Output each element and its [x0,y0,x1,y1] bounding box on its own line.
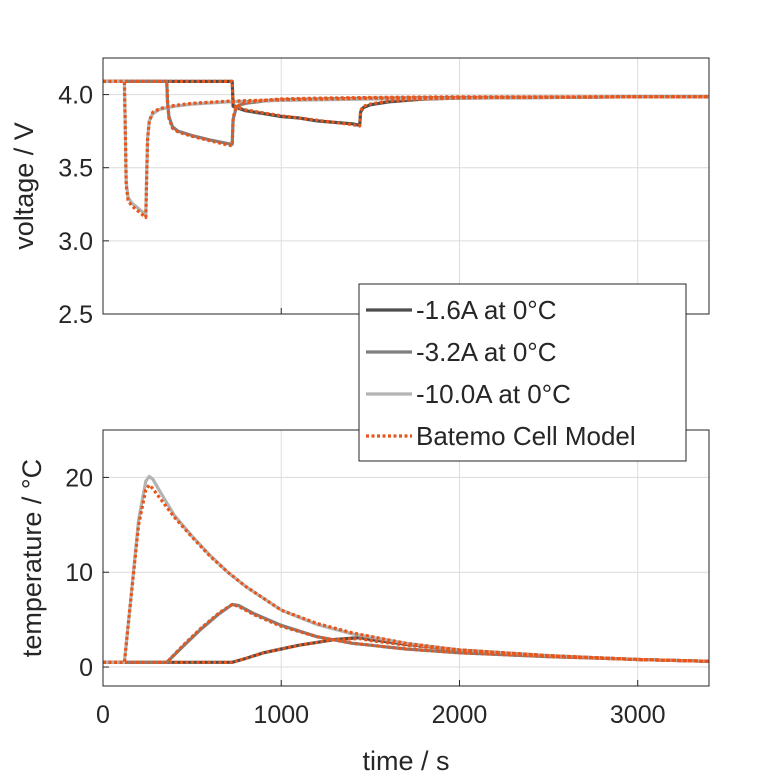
legend-label-2: -10.0A at 0°C [416,379,571,409]
temperature-xtick-label: 2000 [432,701,488,729]
temperature-series-batemo-cell-model-3 [103,483,710,664]
voltage-ytick-label: 2.5 [58,301,93,329]
legend-box [358,283,687,462]
voltage-panel: 2.5 3.0 3.5 4.0 voltage / V [9,57,710,329]
voltage-series--3-2a-at-0-c-1 [103,79,709,146]
legend-label-0: -1.6A at 0°C [416,295,556,325]
voltage-ticks: 2.5 3.0 3.5 4.0 [58,82,639,329]
voltage-series-batemo-cell-model-4 [103,79,709,148]
legend-label-1: -3.2A at 0°C [416,337,556,367]
temperature-ytick-label: 20 [65,464,93,492]
temperature-series--3-2a-at-0-c-1 [103,602,710,664]
voltage-series-batemo-cell-model-5 [103,79,709,128]
voltage-ytick-label: 3.0 [58,228,93,256]
voltage-ylabel: voltage / V [9,122,39,250]
voltage-ytick-label: 4.0 [58,82,93,110]
temperature-ytick-label: 10 [65,559,93,587]
temperature-xtick-label: 1000 [253,701,309,729]
temperature-ylabel: temperature / °C [17,459,47,657]
temperature-series [103,474,710,664]
legend-label-3: Batemo Cell Model [416,421,636,451]
time-xlabel: time / s [362,746,449,776]
voltage-ytick-label: 3.5 [58,155,93,183]
temperature-series-batemo-cell-model-5 [103,636,710,664]
voltage-series [103,79,709,220]
temperature-panel: 0 1000 2000 3000 0 10 20 temperature / °C time… [17,429,710,776]
temperature-series-batemo-cell-model-4 [103,602,710,664]
temperature-ticks: 0 1000 2000 3000 0 10 20 [65,464,665,729]
temperature-xtick-label: 0 [96,701,110,729]
temperature-ytick-label: 0 [79,654,93,682]
temperature-xtick-label: 3000 [610,701,666,729]
legend: -1.6A at 0°C -3.2A at 0°C -10.0A at 0°C Bat… [358,283,687,462]
